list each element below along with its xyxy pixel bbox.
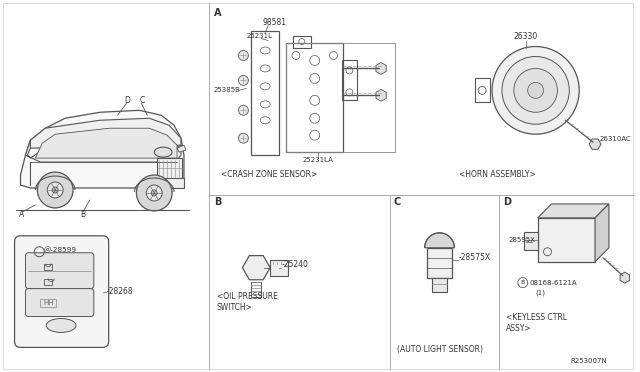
FancyBboxPatch shape (15, 236, 109, 347)
Ellipse shape (154, 147, 172, 157)
Text: 08168-6121A: 08168-6121A (530, 280, 577, 286)
Text: ASSY>: ASSY> (506, 324, 532, 333)
Text: B: B (520, 280, 525, 285)
Circle shape (52, 187, 58, 193)
Bar (524, 232, 538, 250)
Circle shape (514, 68, 557, 112)
Text: -28268: -28268 (107, 287, 133, 296)
Text: 26330: 26330 (514, 32, 538, 41)
Bar (286, 42, 344, 152)
Polygon shape (595, 204, 609, 262)
Polygon shape (177, 145, 186, 152)
Wedge shape (425, 233, 454, 248)
Circle shape (239, 76, 248, 86)
Bar (252, 282, 261, 296)
Circle shape (239, 105, 248, 115)
Text: 26310AC: 26310AC (600, 136, 632, 142)
Circle shape (528, 82, 543, 98)
Bar (157, 158, 182, 180)
Text: @-28599: @-28599 (44, 247, 76, 253)
Text: <HORN ASSEMBLY>: <HORN ASSEMBLY> (460, 170, 536, 179)
FancyBboxPatch shape (26, 289, 94, 317)
Circle shape (502, 57, 570, 124)
Bar (431, 278, 447, 292)
Text: 98581: 98581 (262, 18, 286, 27)
Text: R253007N: R253007N (570, 358, 607, 364)
Bar (44, 264, 52, 270)
Circle shape (47, 182, 63, 198)
Text: (1): (1) (536, 289, 546, 296)
Bar (427, 248, 452, 278)
Ellipse shape (46, 318, 76, 333)
Bar (252, 31, 279, 155)
Circle shape (151, 190, 157, 196)
Polygon shape (35, 128, 177, 158)
Polygon shape (26, 138, 181, 162)
Text: <CRASH ZONE SENSOR>: <CRASH ZONE SENSOR> (221, 170, 317, 179)
Text: -28575X: -28575X (458, 253, 490, 262)
Text: D: D (125, 96, 131, 105)
Bar (538, 218, 595, 262)
Text: SWITCH>: SWITCH> (217, 303, 253, 312)
Text: 25231L: 25231L (246, 33, 273, 39)
Text: B: B (214, 197, 221, 207)
Text: D: D (503, 197, 511, 207)
Polygon shape (31, 118, 181, 148)
Text: (AUTO LIGHT SENSOR): (AUTO LIGHT SENSOR) (397, 345, 483, 354)
Text: <KEYLESS CTRL: <KEYLESS CTRL (506, 313, 567, 322)
Polygon shape (538, 204, 609, 218)
Text: A: A (19, 211, 24, 219)
Circle shape (492, 46, 579, 134)
Text: 28595X: 28595X (509, 237, 536, 243)
Bar (40, 299, 56, 307)
Circle shape (136, 175, 172, 211)
Text: 25231LA: 25231LA (303, 157, 333, 163)
Bar (44, 279, 52, 285)
Bar (475, 78, 490, 102)
Text: C: C (140, 96, 145, 105)
Text: 25385B: 25385B (214, 87, 241, 93)
FancyBboxPatch shape (26, 253, 94, 289)
Circle shape (239, 133, 248, 143)
Bar (293, 36, 311, 48)
Circle shape (239, 51, 248, 61)
Circle shape (37, 172, 73, 208)
Text: A: A (214, 8, 221, 17)
Bar (286, 42, 395, 152)
Bar (270, 260, 288, 276)
Polygon shape (20, 110, 184, 188)
Bar (154, 178, 184, 188)
Text: <OIL PRESSURE: <OIL PRESSURE (217, 292, 278, 301)
Bar (342, 61, 357, 100)
Text: B: B (80, 211, 85, 219)
Text: HH: HH (43, 299, 54, 305)
Text: -25240: -25240 (282, 260, 309, 269)
Text: C: C (394, 197, 401, 207)
Circle shape (147, 185, 162, 201)
